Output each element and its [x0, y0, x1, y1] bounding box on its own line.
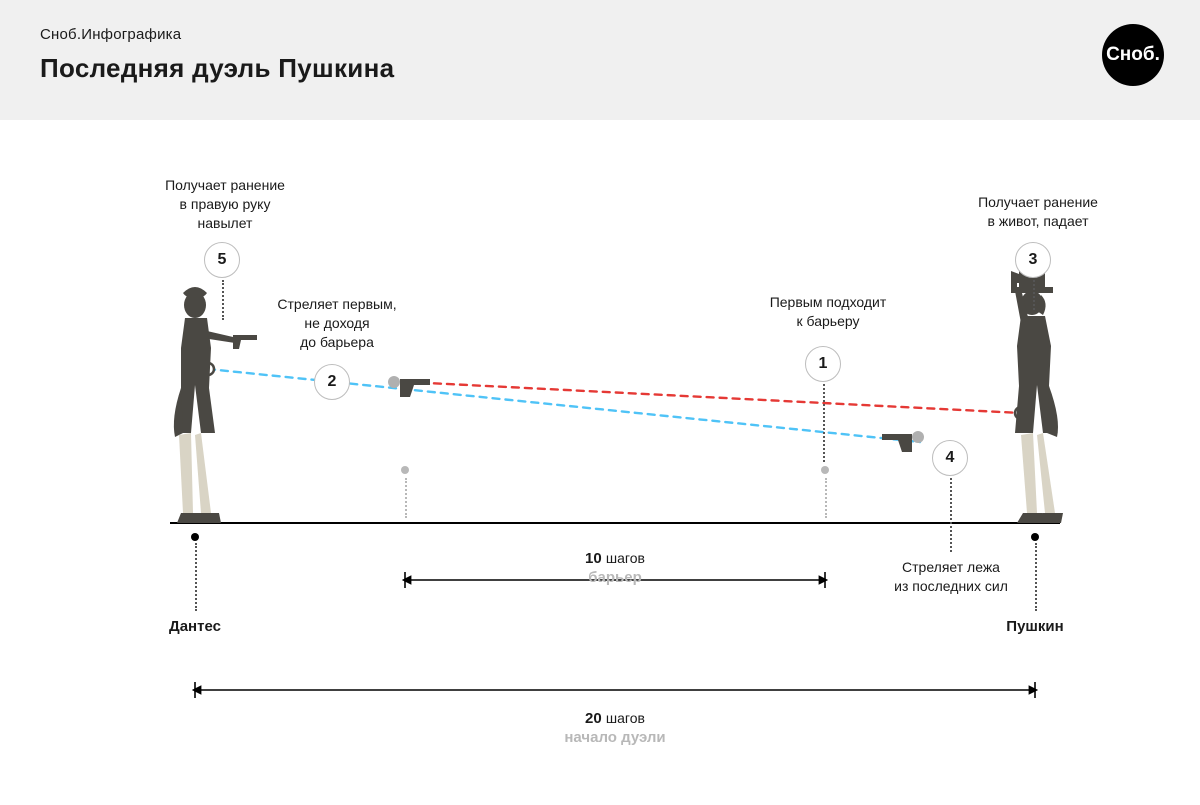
- step4-caption: Стреляет лежа из последних сил: [876, 558, 1026, 596]
- step1-circle: 1: [805, 346, 841, 382]
- name-pushkin: Пушкин: [1000, 618, 1070, 635]
- diagram-stage: Получает ранение в правую руку навылет 5…: [0, 120, 1200, 805]
- shot-line-dantes: [408, 382, 1021, 413]
- barrier-value: 10: [585, 550, 602, 567]
- step2-num: 2: [328, 373, 337, 391]
- barrier-leader-right: [825, 478, 827, 518]
- step5-caption: Получает ранение в правую руку навылет: [150, 176, 300, 233]
- total-label: 20 шагов начало дуэли: [545, 710, 685, 746]
- step3-num: 3: [1029, 251, 1038, 269]
- pistol-icon-step4: [882, 431, 924, 452]
- logo-text: Сноб.: [1106, 44, 1160, 66]
- pistol-icon-step2: [388, 376, 430, 397]
- step5-num: 5: [218, 251, 227, 269]
- figure-dantes: [174, 287, 257, 523]
- header-subtitle: Сноб.Инфографика: [40, 26, 1160, 43]
- barrier-sub: барьер: [555, 569, 675, 586]
- ground-tick-left: [191, 533, 199, 541]
- total-unit: шагов: [606, 710, 645, 726]
- barrier-leader-left: [405, 478, 407, 518]
- ground-tick-right: [1031, 533, 1039, 541]
- barrier-dot-left: [401, 466, 409, 474]
- pos-leader-left: [195, 543, 197, 611]
- step4-circle: 4: [932, 440, 968, 476]
- header: Сноб.Инфографика Последняя дуэль Пушкина…: [0, 0, 1200, 120]
- total-sub: начало дуэли: [545, 729, 685, 746]
- step3-circle: 3: [1015, 242, 1051, 278]
- step1-num: 1: [819, 355, 828, 373]
- step4-leader: [950, 478, 952, 552]
- page-title: Последняя дуэль Пушкина: [40, 53, 1160, 84]
- step5-leader: [222, 280, 224, 320]
- step3-leader: [1033, 280, 1035, 310]
- barrier-unit: шагов: [606, 550, 645, 566]
- step1-leader: [823, 384, 825, 462]
- barrier-dot-right: [821, 466, 829, 474]
- step1-caption: Первым подходит к барьеру: [753, 293, 903, 331]
- total-value: 20: [585, 710, 602, 727]
- step5-circle: 5: [204, 242, 240, 278]
- name-dantes: Дантес: [165, 618, 225, 635]
- step2-circle: 2: [314, 364, 350, 400]
- figure-pushkin: [1011, 261, 1063, 523]
- barrier-label: 10 шагов барьер: [555, 550, 675, 586]
- step2-caption: Стреляет первым, не доходя до барьера: [262, 295, 412, 352]
- step3-caption: Получает ранение в живот, падает: [958, 193, 1118, 231]
- step4-num: 4: [946, 449, 955, 467]
- snob-logo: Сноб.: [1102, 24, 1164, 86]
- pos-leader-right: [1035, 543, 1037, 611]
